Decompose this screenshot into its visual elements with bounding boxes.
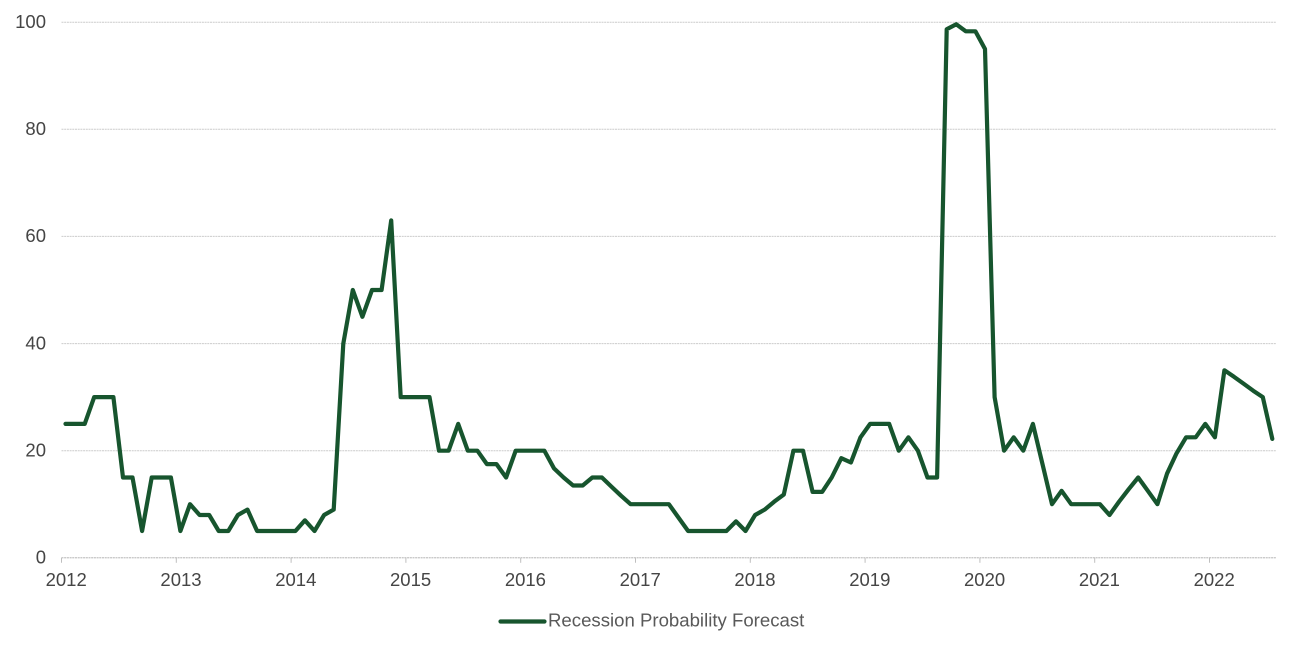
svg-text:80: 80: [25, 118, 46, 139]
svg-text:Recession Probability Forecast: Recession Probability Forecast: [548, 610, 805, 631]
svg-text:100: 100: [15, 11, 46, 32]
svg-text:2020: 2020: [964, 569, 1005, 590]
svg-text:2018: 2018: [734, 569, 775, 590]
svg-text:2012: 2012: [46, 569, 87, 590]
svg-text:2022: 2022: [1194, 569, 1235, 590]
svg-text:20: 20: [25, 440, 46, 461]
svg-text:2016: 2016: [505, 569, 546, 590]
svg-text:2021: 2021: [1079, 569, 1120, 590]
svg-text:60: 60: [25, 225, 46, 246]
svg-text:2015: 2015: [390, 569, 431, 590]
svg-text:0: 0: [36, 547, 46, 568]
svg-text:2013: 2013: [160, 569, 201, 590]
svg-text:2017: 2017: [620, 569, 661, 590]
svg-text:2014: 2014: [275, 569, 316, 590]
svg-text:2019: 2019: [849, 569, 890, 590]
svg-text:40: 40: [25, 332, 46, 353]
